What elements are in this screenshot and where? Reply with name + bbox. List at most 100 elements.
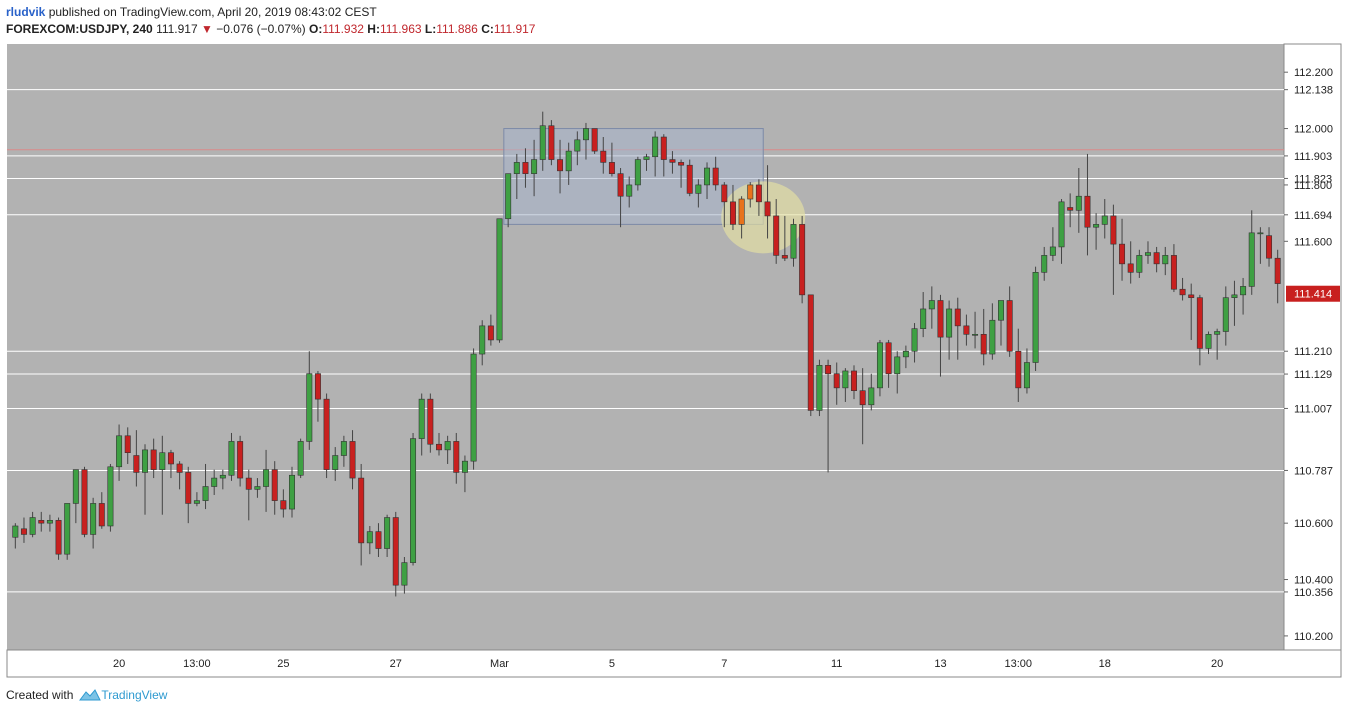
candle-body[interactable] — [289, 474, 295, 510]
candle-body[interactable] — [12, 525, 19, 538]
candle-body[interactable] — [55, 520, 62, 555]
candle-body[interactable] — [660, 136, 667, 160]
candle-body[interactable] — [755, 184, 762, 203]
candle-body[interactable] — [444, 441, 451, 451]
candle-body[interactable] — [150, 449, 157, 470]
candle-body[interactable] — [1231, 294, 1238, 298]
candle-body[interactable] — [729, 201, 736, 225]
tradingview-logo[interactable]: TradingView — [76, 688, 167, 702]
candle-body[interactable] — [1127, 263, 1134, 273]
candle-body[interactable] — [634, 159, 641, 186]
candle-body[interactable] — [807, 294, 814, 411]
candle-body[interactable] — [998, 300, 1004, 321]
candle-body[interactable] — [712, 167, 719, 186]
candle-body[interactable] — [167, 452, 174, 465]
candle-body[interactable] — [202, 486, 209, 501]
candle-body[interactable] — [1214, 331, 1221, 335]
candle-body[interactable] — [505, 173, 512, 220]
candle-body[interactable] — [704, 167, 711, 186]
candle-body[interactable] — [1058, 201, 1065, 248]
candle-body[interactable] — [392, 517, 399, 586]
candle-body[interactable] — [436, 443, 442, 451]
author-name[interactable]: rludvik — [6, 5, 46, 19]
candle-body[interactable] — [358, 477, 365, 544]
candle-body[interactable] — [876, 342, 883, 389]
candle-body[interactable] — [911, 328, 918, 352]
current-price-tag[interactable] — [1286, 285, 1340, 302]
candle-body[interactable] — [1205, 334, 1212, 349]
candle-body[interactable] — [479, 325, 486, 355]
candle-body[interactable] — [816, 365, 823, 411]
candle-body[interactable] — [963, 325, 970, 335]
candle-body[interactable] — [107, 466, 114, 527]
candle-body[interactable] — [254, 486, 261, 490]
candle-body[interactable] — [1110, 215, 1117, 245]
candle-body[interactable] — [833, 373, 840, 389]
candle-body[interactable] — [721, 184, 728, 203]
candle-body[interactable] — [600, 150, 607, 163]
candle-body[interactable] — [626, 184, 633, 197]
candle-body[interactable] — [306, 373, 313, 442]
candle-body[interactable] — [1075, 195, 1082, 211]
candle-body[interactable] — [46, 520, 53, 524]
candle-body[interactable] — [375, 531, 382, 549]
candle-body[interactable] — [738, 198, 745, 225]
candle-body[interactable] — [885, 342, 892, 375]
candle-body[interactable] — [263, 469, 270, 487]
candle-body[interactable] — [1274, 257, 1281, 284]
candle-body[interactable] — [193, 500, 200, 504]
candle-body[interactable] — [565, 150, 572, 172]
candle-body[interactable] — [245, 477, 252, 490]
candle-body[interactable] — [1170, 255, 1177, 290]
candle-body[interactable] — [851, 370, 857, 391]
candle-body[interactable] — [142, 449, 148, 473]
candle-body[interactable] — [1032, 272, 1039, 363]
candle-body[interactable] — [1222, 297, 1229, 332]
candle-body[interactable] — [643, 156, 650, 160]
candle-body[interactable] — [487, 325, 494, 341]
candle-body[interactable] — [686, 164, 693, 194]
candle-body[interactable] — [1067, 207, 1074, 211]
candle-body[interactable] — [989, 319, 996, 355]
candle-body[interactable] — [116, 435, 123, 468]
candle-body[interactable] — [1101, 215, 1108, 225]
candle-body[interactable] — [747, 184, 754, 200]
candle-body[interactable] — [859, 390, 866, 406]
candle-body[interactable] — [98, 503, 105, 527]
candle-body[interactable] — [1257, 232, 1264, 235]
candle-body[interactable] — [1266, 235, 1273, 259]
candle-body[interactable] — [332, 455, 339, 470]
candle-body[interactable] — [790, 224, 797, 259]
candle-body[interactable] — [1196, 297, 1203, 349]
candle-body[interactable] — [608, 162, 615, 174]
candle-body[interactable] — [1015, 350, 1022, 389]
candle-body[interactable] — [652, 136, 659, 158]
candle-body[interactable] — [1136, 255, 1143, 273]
candle-body[interactable] — [617, 173, 624, 197]
candle-body[interactable] — [954, 308, 961, 327]
candle-body[interactable] — [401, 562, 408, 586]
candle-body[interactable] — [539, 125, 546, 160]
candle-body[interactable] — [81, 469, 88, 535]
candle-body[interactable] — [410, 438, 417, 563]
candle-body[interactable] — [176, 463, 183, 473]
candle-body[interactable] — [280, 500, 287, 510]
candle-body[interactable] — [825, 365, 832, 375]
candle-body[interactable] — [64, 503, 71, 555]
candle-body[interactable] — [557, 159, 564, 172]
candle-body[interactable] — [228, 441, 235, 476]
candle-body[interactable] — [1153, 252, 1160, 265]
candle-body[interactable] — [582, 128, 589, 141]
candle-body[interactable] — [946, 308, 953, 338]
candle-body[interactable] — [980, 334, 987, 355]
candle-body[interactable] — [90, 503, 97, 535]
candle-body[interactable] — [427, 398, 434, 445]
candle-body[interactable] — [211, 477, 218, 487]
consolidation-box[interactable] — [503, 128, 764, 225]
price-axis[interactable] — [1283, 43, 1342, 651]
candle-body[interactable] — [678, 162, 685, 166]
candle-body[interactable] — [1006, 300, 1013, 352]
candle-body[interactable] — [29, 517, 36, 535]
candle-body[interactable] — [1041, 255, 1048, 273]
candle-body[interactable] — [323, 398, 330, 470]
